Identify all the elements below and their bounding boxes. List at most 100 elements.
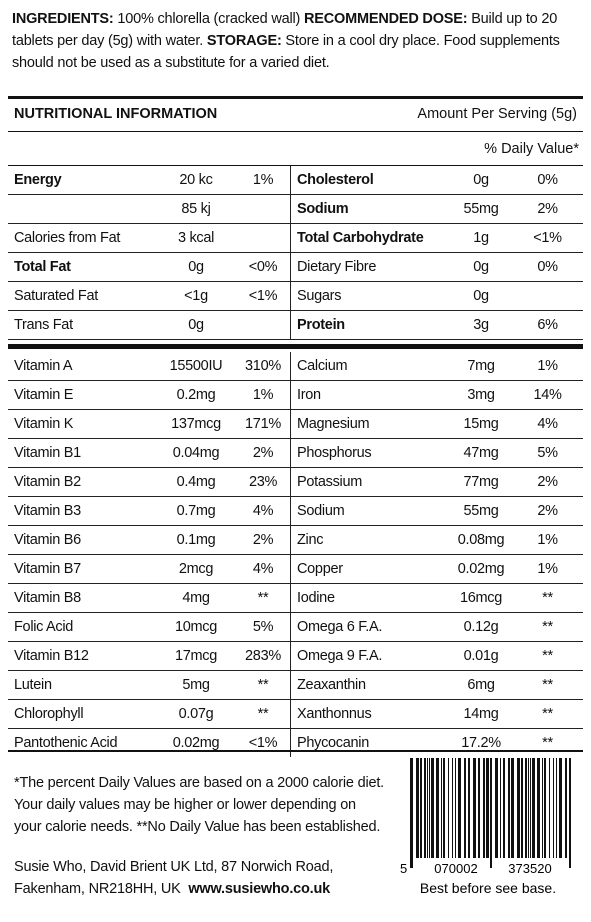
amount: 0.7mg bbox=[176, 503, 216, 519]
bar-stripe bbox=[452, 758, 453, 858]
nutrient-name: Vitamin B2 bbox=[14, 474, 81, 490]
bar-stripe bbox=[511, 758, 514, 858]
bar-stripe bbox=[483, 758, 485, 858]
footnote: *The percent Daily Values are based on a… bbox=[14, 775, 385, 835]
daily-value: ** bbox=[542, 590, 553, 606]
bar-stripe bbox=[490, 758, 492, 868]
amount: 15mg bbox=[463, 416, 499, 432]
address: Susie Who, David Brient UK Ltd, 87 Norwi… bbox=[14, 856, 344, 900]
amount: 85 kj bbox=[181, 201, 211, 217]
divider bbox=[8, 131, 583, 132]
table-row: Vitamin B8 4mg ** Iodine 16mcg ** bbox=[8, 584, 583, 613]
nutrient-name: Magnesium bbox=[290, 410, 450, 438]
nutrient-name: Sodium bbox=[290, 497, 450, 525]
daily-value: <0% bbox=[248, 259, 278, 275]
table-row: Vitamin E 0.2mg 1% Iron 3mg 14% bbox=[8, 381, 583, 410]
daily-value: 2% bbox=[252, 532, 274, 548]
table-row: Trans Fat 0g Protein 3g 6% bbox=[8, 311, 583, 340]
nutrient-name: Cholesterol bbox=[290, 166, 450, 194]
address-text: Susie Who, David Brient UK Ltd, 87 Norwi… bbox=[14, 859, 334, 897]
bar-stripe bbox=[549, 758, 550, 858]
serving-size: Amount Per Serving (5g) bbox=[417, 106, 577, 122]
amount: 3g bbox=[473, 317, 489, 333]
daily-value: 23% bbox=[248, 474, 278, 490]
bar-stripe bbox=[473, 758, 476, 858]
nutrient-name: Total Carbohydrate bbox=[290, 224, 450, 252]
bar-stripe bbox=[508, 758, 510, 858]
barcode-digits: 070002 bbox=[434, 861, 477, 876]
nutrient-name: Calories from Fat bbox=[14, 230, 121, 246]
daily-value: 1% bbox=[537, 532, 558, 548]
amount: 0.01g bbox=[463, 648, 499, 664]
nutrient-name: Energy bbox=[14, 172, 62, 188]
amount: 0.08mg bbox=[457, 532, 505, 548]
micro-table: Vitamin A 15500IU 310% Calcium 7mg 1% Vitamin … bbox=[8, 352, 583, 757]
amount: 0.02mg bbox=[457, 561, 505, 577]
text: 100% chlorella (cracked wall) bbox=[117, 11, 301, 27]
amount: 0.2mg bbox=[176, 387, 216, 403]
daily-value: 14% bbox=[533, 387, 562, 403]
daily-value: <1% bbox=[533, 230, 562, 246]
text: Store in a cool dry place. Food suppleme… bbox=[12, 33, 560, 71]
daily-value: 5% bbox=[252, 619, 274, 635]
amount: 16mcg bbox=[459, 590, 503, 606]
nutrient-name: Potassium bbox=[290, 468, 450, 496]
table-row: Vitamin B2 0.4mg 23% Potassium 77mg 2% bbox=[8, 468, 583, 497]
barcode: 5 070002 373520 Best before see base. bbox=[400, 758, 571, 896]
amount: 0.1mg bbox=[176, 532, 216, 548]
amount: 0.04mg bbox=[172, 445, 220, 461]
table-row: Vitamin B12 17mcg 283% Omega 9 F.A. 0.01g ** bbox=[8, 642, 583, 671]
daily-value: 1% bbox=[252, 387, 274, 403]
nutrient-name: Zeaxanthin bbox=[290, 671, 450, 699]
table-row: Calories from Fat 3 kcal Total Carbohydrat… bbox=[8, 224, 583, 253]
best-before: Best before see base. bbox=[420, 880, 556, 896]
daily-value: 0% bbox=[537, 259, 558, 275]
amount: 20 kc bbox=[179, 172, 213, 188]
website: www.susiewho.co.uk bbox=[188, 881, 331, 897]
daily-value: 171% bbox=[245, 416, 281, 432]
nutrient-name: Vitamin B3 bbox=[14, 503, 81, 519]
daily-value: 283% bbox=[245, 648, 281, 664]
amount: 55mg bbox=[463, 503, 499, 519]
daily-value: ** bbox=[257, 590, 269, 606]
table-title: NUTRITIONAL INFORMATION bbox=[14, 106, 218, 122]
nutrient-name: Vitamin A bbox=[14, 358, 73, 374]
table-row: Vitamin A 15500IU 310% Calcium 7mg 1% bbox=[8, 352, 583, 381]
amount: 6mg bbox=[467, 677, 495, 693]
amount: 77mg bbox=[463, 474, 499, 490]
table-row: Pantothenic Acid 0.02mg <1% Phycocanin 17.2%… bbox=[8, 729, 583, 757]
ingredients-paragraph: INGREDIENTS: 100% chlorella (cracked wal… bbox=[12, 8, 580, 74]
amount: 0g bbox=[473, 288, 489, 304]
daily-value: ** bbox=[257, 706, 269, 722]
amount: 10mcg bbox=[174, 619, 218, 635]
nutrient-name: Protein bbox=[290, 311, 450, 339]
bar-stripe bbox=[486, 758, 489, 858]
amount: 2mcg bbox=[178, 561, 214, 577]
bar-stripe bbox=[427, 758, 428, 858]
amount: 0.02mg bbox=[172, 735, 220, 751]
table-row: Vitamin B1 0.04mg 2% Phosphorus 47mg 5% bbox=[8, 439, 583, 468]
amount: 3mg bbox=[467, 387, 495, 403]
bar-stripe bbox=[569, 758, 571, 868]
table-row: Total Fat 0g <0% Dietary Fibre 0g 0% bbox=[8, 253, 583, 282]
nutrient-name: Saturated Fat bbox=[14, 288, 98, 304]
daily-value: 2% bbox=[252, 445, 274, 461]
daily-value: ** bbox=[542, 648, 553, 664]
nutrient-name: Copper bbox=[290, 555, 450, 583]
bar-stripe bbox=[503, 758, 505, 858]
amount: 137mcg bbox=[171, 416, 221, 432]
nutrient-name: Omega 9 F.A. bbox=[290, 642, 450, 670]
text: Build up to 20 tablets per day (5g) with… bbox=[12, 11, 558, 49]
bar-stripe bbox=[553, 758, 554, 858]
daily-value: <1% bbox=[248, 735, 278, 751]
bar-stripe bbox=[458, 758, 461, 858]
amount: 7mg bbox=[467, 358, 495, 374]
daily-value: 6% bbox=[537, 317, 558, 333]
daily-value: ** bbox=[542, 677, 553, 693]
table-row: Lutein 5mg ** Zeaxanthin 6mg ** bbox=[8, 671, 583, 700]
amount: 0g bbox=[473, 172, 489, 188]
bar-stripe bbox=[420, 758, 422, 858]
nutrient-name: Trans Fat bbox=[14, 317, 73, 333]
label: RECOMMENDED DOSE: bbox=[304, 11, 468, 27]
